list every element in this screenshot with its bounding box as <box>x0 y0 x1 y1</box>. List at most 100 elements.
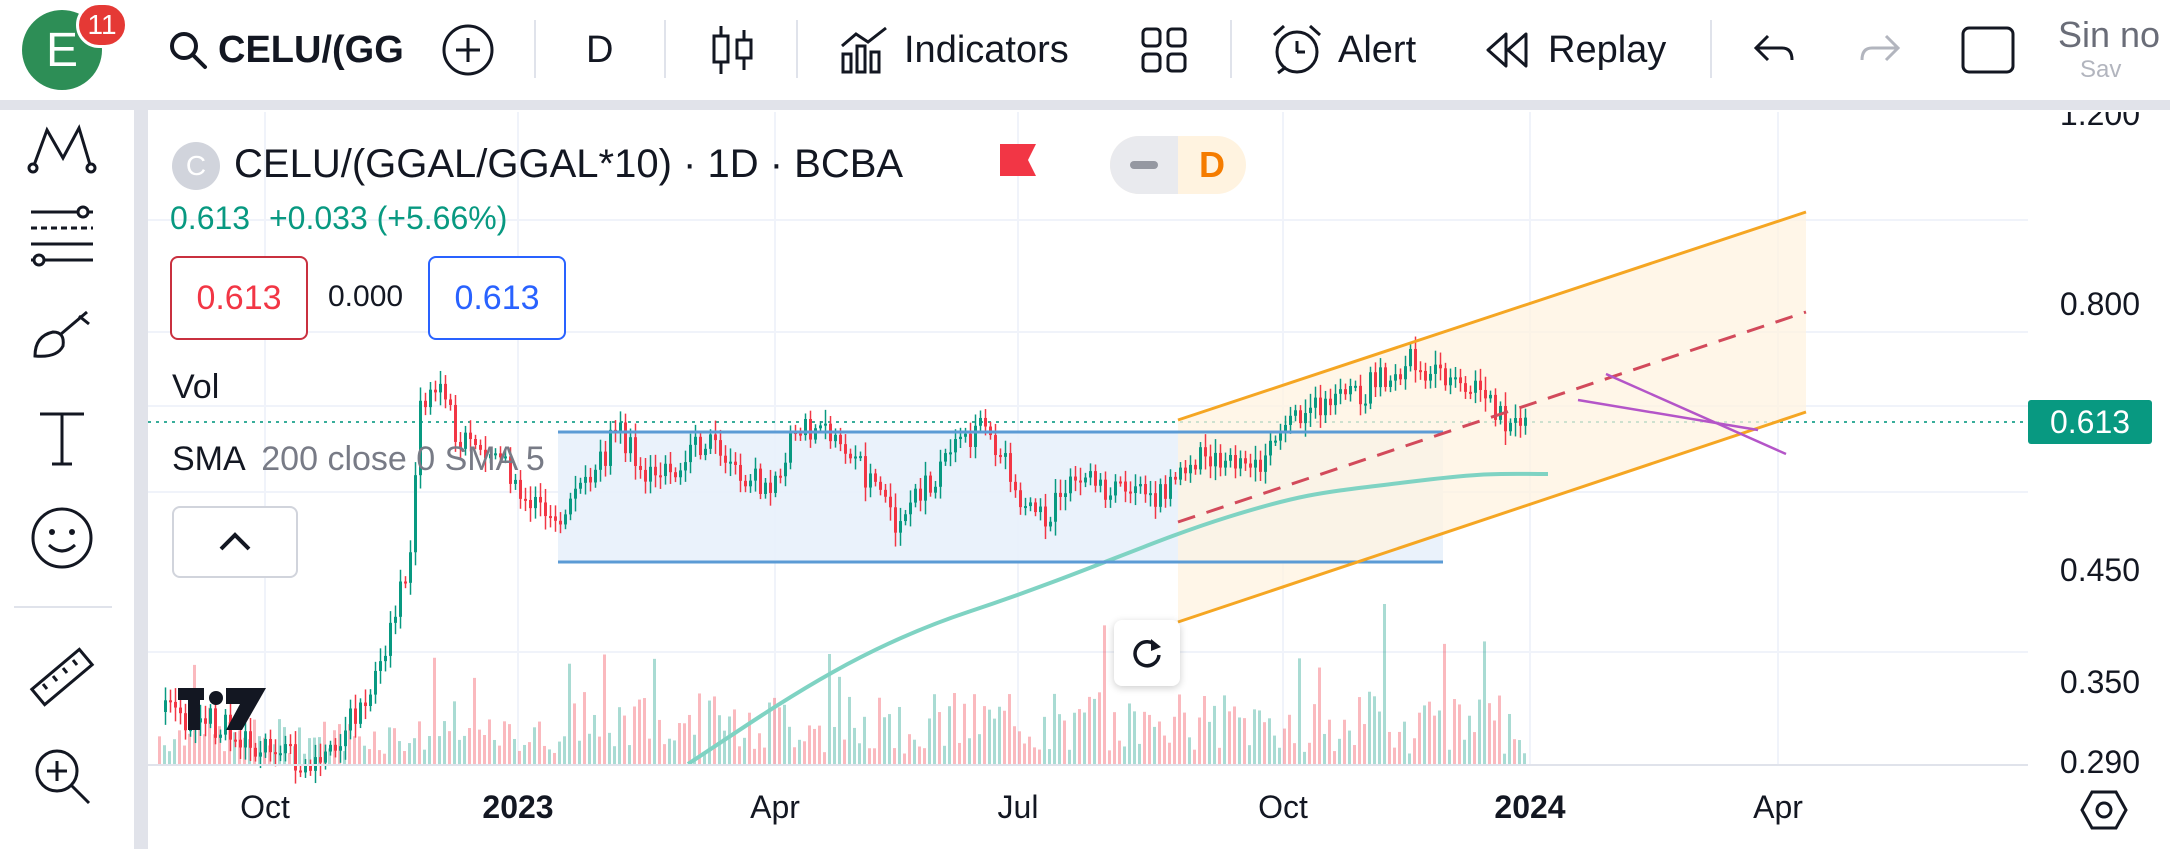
alert-label: Alert <box>1338 28 1417 71</box>
left-toolbar-border <box>134 110 148 849</box>
toolbar-divider <box>1230 20 1232 78</box>
current-price-tag: 0.613 <box>2028 400 2152 444</box>
volume-bars <box>158 604 1526 764</box>
alarm-clock-icon <box>1272 24 1322 75</box>
price-axis-label: 1.200 <box>2059 112 2140 132</box>
indicators-icon <box>841 26 887 74</box>
rewind-icon <box>1486 32 1528 68</box>
tradingview-logo-icon <box>178 688 266 730</box>
price-axis-label: 0.350 <box>2059 664 2140 700</box>
search-icon <box>170 32 207 69</box>
measure-tool[interactable] <box>24 640 100 716</box>
sma-params: 200 close 0 SMA 5 <box>261 440 545 478</box>
symbol-name: CELU/(GG <box>218 28 404 71</box>
price-change: +0.033 (+5.66%) <box>268 200 508 236</box>
candlestick-icon <box>712 26 753 74</box>
sma-label: SMA <box>172 440 244 478</box>
interval-button[interactable]: D <box>586 0 613 100</box>
replay-button[interactable]: Replay <box>1484 0 1666 100</box>
toolbar-divider <box>534 20 536 78</box>
drawing-lines <box>558 210 1807 624</box>
market-status-letter: D <box>1199 144 1225 185</box>
layout-grid-icon <box>1141 27 1187 73</box>
sma-indicator-legend[interactable]: SMA 200 close 0 SMA 5 <box>172 440 545 479</box>
interval-label: D <box>586 28 614 71</box>
time-axis-label: 2024 <box>1494 789 1566 825</box>
volume-indicator-label[interactable]: Vol <box>172 368 220 406</box>
plus-circle-icon <box>442 24 494 76</box>
layouts-button[interactable] <box>1140 0 1188 100</box>
price-axis-label: 0.800 <box>2059 286 2140 322</box>
undo-icon <box>1753 34 1794 62</box>
save-layout-button[interactable]: Sin no Sav <box>2058 14 2170 90</box>
alert-button[interactable]: Alert <box>1268 0 1416 100</box>
reset-chart-button[interactable] <box>1114 620 1180 686</box>
toolbar-separator <box>0 100 2170 110</box>
smiley-icon <box>31 507 93 569</box>
time-axis-label: Oct <box>240 789 290 825</box>
chart-pane[interactable]: C CELU/(GGAL/GGAL*10) · 1D · BCBA D 0.61… <box>148 112 2170 849</box>
undo-button[interactable] <box>1752 0 1796 100</box>
chart-title: CELU/(GGAL/GGAL*10) · 1D · BCBA <box>234 142 904 186</box>
sell-price: 0.613 <box>196 278 282 317</box>
emoji-tool[interactable] <box>24 500 100 576</box>
pattern-icon <box>27 124 97 174</box>
pattern-tool[interactable] <box>24 110 100 186</box>
last-price: 0.613 <box>170 200 251 236</box>
settings-hexagon-icon <box>2080 790 2128 830</box>
flag-icon[interactable] <box>1000 142 1036 178</box>
ruler-icon <box>29 647 95 707</box>
zoom-tool[interactable] <box>24 738 100 814</box>
sell-button[interactable]: 0.613 <box>170 256 308 340</box>
time-axis-label: Apr <box>750 789 800 825</box>
toolbar-divider <box>664 20 666 78</box>
reset-icon <box>1133 639 1161 668</box>
fib-tool[interactable] <box>24 198 100 274</box>
buy-price: 0.613 <box>454 278 540 317</box>
text-icon <box>40 412 84 466</box>
price-axis-label: 0.290 <box>2059 744 2140 780</box>
indicators-button[interactable]: Indicators <box>838 0 1069 100</box>
fullscreen-button[interactable] <box>1960 0 2016 100</box>
redo-icon <box>1860 34 1901 62</box>
symbol-search-button[interactable]: CELU/(GG <box>166 0 404 100</box>
brush-tool[interactable] <box>24 298 100 374</box>
time-axis-border <box>148 764 2028 766</box>
square-icon <box>1961 26 2015 74</box>
replay-label: Replay <box>1548 28 1667 71</box>
sma-line <box>686 471 1549 766</box>
market-status-minus <box>1110 136 1178 194</box>
notification-badge: 11 <box>76 2 128 48</box>
toolbar-divider <box>1710 20 1712 78</box>
top-toolbar: E 11 CELU/(GG D Indicators Alert Replay <box>0 0 2170 100</box>
buy-button[interactable]: 0.613 <box>428 256 566 340</box>
time-axis-label: Jul <box>997 789 1039 825</box>
symbol-badge: C <box>172 142 220 190</box>
time-axis-label: Oct <box>1258 789 1308 825</box>
chart-type-button[interactable] <box>710 0 756 100</box>
save-status: Sav <box>2080 56 2122 83</box>
drawing-toolbar <box>0 110 134 849</box>
tradingview-logo[interactable] <box>178 684 266 737</box>
price-chart[interactable] <box>148 112 2170 849</box>
chart-settings-button[interactable] <box>2080 786 2128 834</box>
collapse-legend-button[interactable] <box>172 506 298 578</box>
time-axis-label: Apr <box>1753 789 1803 825</box>
layout-name: Sin no <box>2058 14 2161 55</box>
chevron-up-icon <box>219 532 251 551</box>
chart-grid <box>148 112 2028 764</box>
spread-value: 0.000 <box>328 280 404 313</box>
text-tool[interactable] <box>24 400 100 476</box>
toolbar-divider <box>796 20 798 78</box>
left-toolbar-divider <box>14 606 112 608</box>
time-axis-label: 2023 <box>482 789 554 825</box>
price-axis-label: 0.450 <box>2059 552 2140 588</box>
symbol-badge-letter: C <box>185 150 207 181</box>
zoom-in-icon <box>35 749 91 805</box>
fib-levels-icon <box>31 205 93 267</box>
indicators-label: Indicators <box>904 28 1069 71</box>
redo-button[interactable] <box>1858 0 1902 100</box>
market-status-pill[interactable]: D <box>1110 136 1246 194</box>
brush-icon <box>33 310 90 358</box>
compare-add-button[interactable] <box>440 0 496 100</box>
